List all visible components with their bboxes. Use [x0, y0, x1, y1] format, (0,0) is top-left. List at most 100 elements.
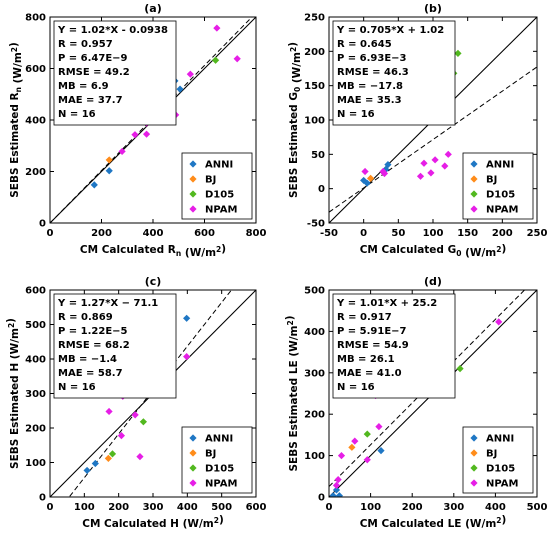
data-point-npam [142, 130, 151, 138]
x-tick-label: 200 [91, 228, 112, 239]
x-tick-label: 500 [211, 502, 232, 513]
stats-line: RMSE = 54.9 [337, 340, 409, 351]
x-axis-label: CM Calculated G0 (W/m2) [360, 243, 507, 259]
y-axis-label: SEBS Estimated G0 (W/m2) [287, 42, 303, 198]
stats-line: P = 6.93E−3 [337, 53, 407, 64]
legend-label-anni: ANNI [486, 434, 514, 445]
y-tick-label: 600 [25, 64, 46, 75]
legend-marker-bj [470, 449, 478, 457]
data-point-npam [186, 70, 194, 78]
data-point-bj [348, 443, 356, 451]
stats-line: RMSE = 46.3 [337, 67, 409, 78]
data-point-npam [380, 169, 389, 178]
legend-label-bj: BJ [486, 175, 497, 186]
y-axis-label: SEBS Estimated LE (W/m2) [284, 315, 300, 471]
legend-label-npam: NPAM [486, 205, 519, 216]
x-tick-label: 200 [402, 502, 423, 513]
legend-marker-bj [189, 175, 197, 183]
y-tick-label: 0 [39, 219, 46, 230]
stats-box: Y = 1.27*X − 71.1 R = 0.869 P = 1.22E−5 RMS… [53, 293, 177, 399]
data-point-d105 [211, 56, 220, 64]
x-axis-label: CM Calculated LE (W/m2) [360, 514, 507, 530]
x-tick-label: 250 [527, 228, 548, 239]
data-point-npam [118, 147, 126, 156]
x-tick-label: 200 [108, 502, 129, 513]
x-tick-label: 0 [47, 228, 54, 239]
data-point-npam [332, 481, 341, 490]
panel-b: (b) -50 0 50 100 150 200 250 -50 0 50 100 150 200 250 C… [287, 2, 547, 259]
x-tick-label: 0 [47, 502, 54, 513]
x-tick-label: -50 [320, 228, 338, 239]
data-point-anni [83, 466, 91, 475]
data-point-anni [329, 492, 337, 497]
legend-label-npam: NPAM [205, 205, 238, 216]
y-tick-label: 300 [25, 389, 46, 400]
data-point-anni [377, 447, 385, 455]
panel-label: (a) [144, 2, 161, 15]
x-tick-label: 800 [246, 228, 267, 239]
legend-marker-d105 [470, 190, 478, 198]
y-tick-label: 150 [304, 81, 325, 92]
stats-line: R = 0.869 [58, 312, 113, 323]
data-point-npam [334, 476, 342, 484]
x-axis-label: CM Calculated Rn (W/m2) [80, 243, 226, 259]
x-tick-label: 0 [360, 228, 367, 239]
legend-label-anni: ANNI [205, 434, 233, 445]
fit-line [329, 66, 537, 213]
legend-marker-d105 [189, 190, 197, 198]
legend-marker-anni [470, 434, 478, 442]
data-point-npam [131, 411, 139, 419]
x-tick-label: 500 [527, 502, 548, 513]
x-tick-label: 300 [143, 502, 164, 513]
data-point-bj [105, 156, 113, 164]
legend-label-npam: NPAM [486, 479, 519, 490]
legend-marker-bj [470, 175, 478, 183]
y-tick-label: 50 [311, 150, 325, 161]
data-point-bj [104, 454, 112, 462]
stats-line: RMSE = 68.2 [58, 340, 130, 351]
stats-line: MB = 26.1 [337, 354, 395, 365]
x-tick-label: 200 [492, 228, 513, 239]
legend-label-bj: BJ [486, 449, 497, 460]
legend-label-d105: D105 [205, 464, 234, 475]
data-point-npam [420, 159, 428, 167]
x-tick-label: 300 [443, 502, 464, 513]
y-tick-label: 600 [25, 286, 46, 297]
y-axis-label: SEBS Estimated H (W/m2) [5, 318, 21, 469]
y-tick-label: 400 [304, 327, 325, 338]
x-axis-label: CM Calculated H (W/m2) [82, 514, 224, 530]
stats-line: P = 1.22E−5 [58, 326, 128, 337]
legend-label-d105: D105 [205, 190, 234, 201]
x-tick-label: 50 [391, 228, 405, 239]
stats-line: MB = 6.9 [58, 81, 109, 92]
x-tick-label: 600 [194, 228, 215, 239]
x-tick-label: 400 [143, 228, 164, 239]
data-point-npam [431, 156, 439, 164]
legend-label-bj: BJ [205, 175, 216, 186]
legend-label-bj: BJ [205, 449, 216, 460]
plot-frame [328, 289, 538, 498]
data-point-d105 [139, 418, 147, 426]
y-tick-label: 250 [304, 13, 325, 24]
y-tick-label: 200 [25, 167, 46, 178]
stats-box: Y = 1.02*X - 0.0938 R = 0.957 P = 6.47E−9 R… [53, 20, 177, 126]
stats-box: Y = 1.01*X + 25.2 R = 0.917 P = 5.91E−7 RMS… [332, 293, 456, 399]
stats-line: R = 0.645 [337, 39, 392, 50]
legend-label-anni: ANNI [486, 160, 514, 171]
stats-line: MAE = 37.7 [58, 95, 123, 106]
data-point-npam [361, 167, 369, 176]
data-point-npam [375, 423, 383, 431]
stats-line: N = 16 [58, 109, 96, 120]
data-point-npam [136, 453, 144, 461]
stats-line: MAE = 41.0 [337, 368, 402, 379]
data-point-anni [363, 179, 371, 187]
stats-line: R = 0.957 [58, 39, 113, 50]
data-point-d105 [456, 365, 464, 373]
stats-line: MAE = 35.3 [337, 95, 402, 106]
y-tick-label: 400 [25, 355, 46, 366]
legend-marker-d105 [189, 464, 197, 472]
legend: ANNI BJ D105 NPAM [462, 152, 534, 220]
y-axis-label: SEBS Estimated Rn (W/m2) [8, 42, 24, 198]
stats-line: N = 16 [58, 382, 96, 393]
